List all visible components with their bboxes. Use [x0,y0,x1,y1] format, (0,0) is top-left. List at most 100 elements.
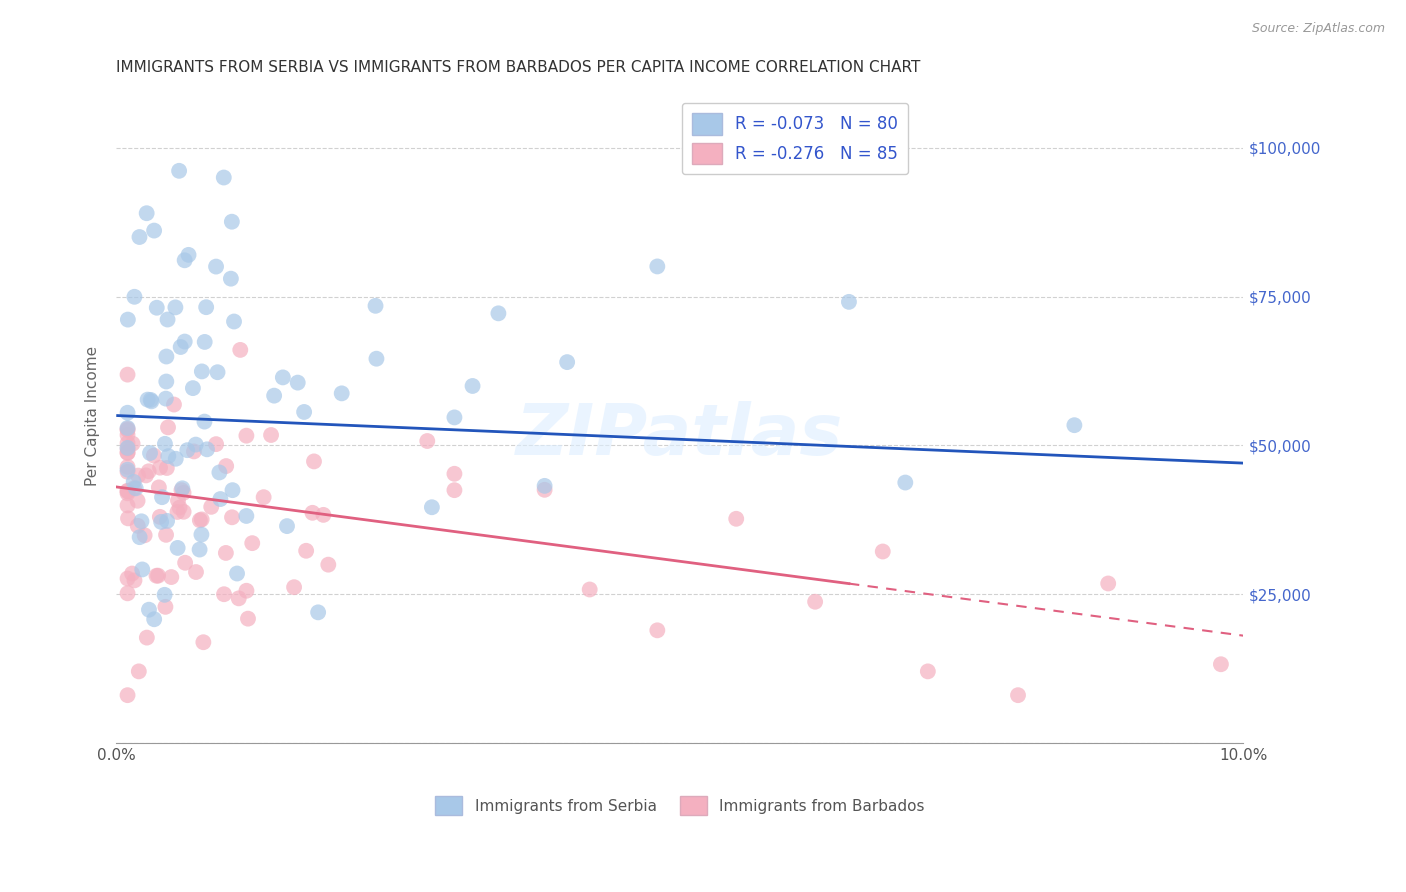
Point [131,514,153,528]
Point [117,442,139,456]
Point [174,556,197,570]
Point [1097,576,1119,591]
Point [205,437,228,451]
Point [155,375,177,389]
Point [127,468,149,483]
Point [173,485,195,500]
Point [443,483,465,498]
Point [125,481,148,495]
Point [226,566,249,581]
Point [194,334,217,349]
Legend: Immigrants from Serbia, Immigrants from Barbados: Immigrants from Serbia, Immigrants from … [429,789,931,822]
Point [838,294,860,309]
Point [364,299,387,313]
Point [117,463,139,477]
Point [486,306,509,320]
Point [190,527,212,541]
Point [117,484,139,499]
Point [647,624,669,638]
Point [212,170,235,185]
Point [155,599,177,614]
Point [155,392,177,406]
Point [153,588,176,602]
Point [804,595,827,609]
Point [555,355,578,369]
Point [117,312,139,326]
Point [117,483,139,498]
Point [193,415,215,429]
Point [141,394,163,409]
Point [208,466,231,480]
Point [163,398,186,412]
Point [207,365,229,379]
Point [156,514,179,528]
Point [127,518,149,533]
Point [117,586,139,600]
Point [124,574,146,588]
Point [166,505,188,519]
Point [235,428,257,442]
Point [117,428,139,442]
Point [148,480,170,494]
Point [461,379,484,393]
Point [215,546,238,560]
Point [219,271,242,285]
Point [188,513,211,527]
Point [122,475,145,489]
Point [157,449,180,463]
Point [169,500,191,515]
Text: Source: ZipAtlas.com: Source: ZipAtlas.com [1251,22,1385,36]
Point [167,163,190,178]
Point [1063,418,1085,433]
Point [173,334,195,349]
Point [212,587,235,601]
Point [872,544,894,558]
Text: IMMIGRANTS FROM SERBIA VS IMMIGRANTS FROM BARBADOS PER CAPITA INCOME CORRELATION: IMMIGRANTS FROM SERBIA VS IMMIGRANTS FRO… [117,60,921,75]
Point [222,314,245,328]
Point [138,464,160,478]
Point [117,423,139,437]
Point [195,442,218,457]
Point [215,458,238,473]
Point [200,500,222,514]
Point [894,475,917,490]
Point [1209,657,1232,672]
Point [443,467,465,481]
Point [127,493,149,508]
Point [318,558,340,572]
Point [153,437,176,451]
Point [143,223,166,237]
Point [221,215,243,229]
Y-axis label: Per Capita Income: Per Capita Income [86,345,100,485]
Point [443,410,465,425]
Point [128,530,150,544]
Point [117,368,139,382]
Point [330,386,353,401]
Point [260,428,283,442]
Point [166,541,188,555]
Point [295,543,318,558]
Point [420,500,443,515]
Point [117,406,139,420]
Point [121,436,143,450]
Point [235,508,257,523]
Point [128,230,150,244]
Point [155,528,177,542]
Point [253,490,276,504]
Point [145,568,167,582]
Point [263,389,285,403]
Point [117,422,139,436]
Point [135,206,157,220]
Point [312,508,335,522]
Point [146,568,169,582]
Point [578,582,600,597]
Point [188,542,211,557]
Point [124,290,146,304]
Point [117,511,139,525]
Point [647,260,669,274]
Point [149,509,172,524]
Point [172,481,194,495]
Point [117,486,139,500]
Point [184,565,207,579]
Point [142,449,165,463]
